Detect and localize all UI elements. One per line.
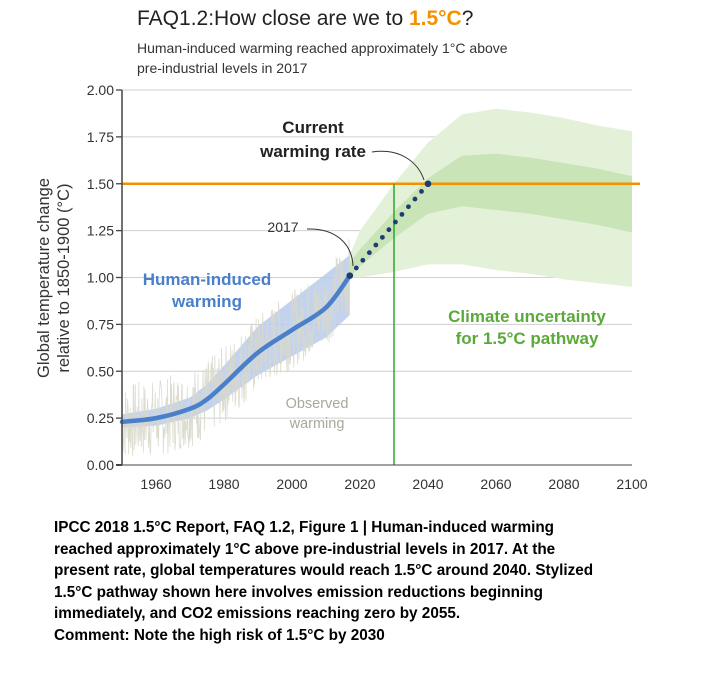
y-tick-label-3: 0.75	[87, 316, 114, 332]
annotation-observed-line-2: warming	[289, 416, 345, 432]
x-tick-label-5: 2060	[480, 476, 511, 492]
annotation-2017: 2017	[267, 219, 298, 235]
current-rate-dot-1	[353, 265, 359, 271]
current-rate-dot-0	[346, 272, 354, 279]
human-induced-band	[122, 255, 350, 428]
annotation-human-line-2: warming	[171, 292, 242, 311]
lines-layer	[119, 180, 640, 465]
x-tick-label-6: 2080	[548, 476, 579, 492]
current-rate-dot-12	[424, 180, 432, 188]
chart-subtitle-line-1: Human-induced warming reached approximat…	[137, 40, 508, 56]
caption-line-1: IPCC 2018 1.5°C Report, FAQ 1.2, Figure …	[54, 519, 555, 536]
chart: FAQ1.2:How close are we to 1.5°C? Human-…	[35, 7, 648, 492]
y-tick-label-4: 1.00	[87, 270, 114, 286]
chart-subtitle-line-2: pre-industrial levels in 2017	[137, 60, 308, 76]
current-rate-dot-9	[406, 204, 411, 210]
caption-line-3: present rate, global temperatures would …	[54, 562, 594, 579]
x-tick-label-2: 2000	[276, 476, 307, 492]
y-tick-label-2: 0.50	[87, 363, 114, 379]
caption-line-4: 1.5°C pathway shown here involves emissi…	[54, 583, 543, 601]
y-axis-label-line-1: Global temperature change	[35, 178, 53, 378]
annotation-2017-pointer	[306, 228, 354, 267]
y-tick-label-0: 0.00	[87, 457, 114, 473]
current-rate-dot-6	[386, 227, 392, 233]
current-rate-dot-10	[412, 196, 418, 202]
x-tick-label-7: 2100	[616, 476, 647, 492]
annotation-current-line-2: warming rate	[259, 142, 366, 161]
bands-layer	[122, 108, 632, 428]
current-rate-dot-4	[373, 242, 379, 248]
observed-warming-line	[121, 239, 350, 457]
caption-line-2: reached approximately 1°C above pre-indu…	[54, 540, 556, 558]
annotation-observed-line-1: Observed	[286, 396, 349, 412]
current-rate-dot-8	[399, 211, 405, 217]
annotation-human-line-1: Human-induced	[143, 270, 271, 289]
caption-line-5: immediately, and CO2 emissions reaching …	[54, 605, 461, 622]
current-rate-dot-5	[379, 234, 385, 240]
x-tick-label-4: 2040	[412, 476, 443, 492]
current-rate-dot-7	[393, 219, 398, 225]
annotations-layer: Current warming rate 2017 Human-induced warm…	[143, 118, 607, 432]
caption-line-6: Comment: Note the high risk of 1.5°C by …	[54, 626, 385, 644]
y-axis-label-line-2: relative to 1850-1900 (°C)	[55, 183, 73, 372]
chart-title: FAQ1.2:How close are we to 1.5°C?	[137, 7, 473, 30]
annotation-current-pointer	[371, 150, 425, 181]
y-tick-label-5: 1.25	[87, 223, 114, 239]
current-rate-dot-3	[366, 250, 372, 256]
current-rate-dot-11	[419, 189, 424, 194]
human-induced-line	[119, 273, 353, 425]
title-highlight: 1.5°C	[409, 7, 462, 30]
axes: 0.00 0.25 0.50 0.75 1.00 1.25 1.50 1.75 2.00 1960…	[35, 82, 648, 492]
annotation-uncertainty-line-1: Climate uncertainty	[448, 307, 606, 326]
y-tick-label-6: 1.50	[87, 176, 114, 192]
y-tick-label-7: 1.75	[87, 129, 114, 145]
current-rate-dot-2	[360, 257, 366, 263]
x-tick-label-1: 1980	[208, 476, 239, 492]
y-tick-label-1: 0.25	[87, 410, 114, 426]
x-tick-label-3: 2020	[344, 476, 375, 492]
annotation-current-line-1: Current	[282, 118, 344, 137]
observed-warming-series	[121, 239, 350, 457]
y-tick-label-8: 2.00	[87, 82, 114, 98]
annotation-uncertainty-line-2: for 1.5°C pathway	[456, 329, 599, 348]
x-tick-label-0: 1960	[140, 476, 171, 492]
figure-caption: IPCC 2018 1.5°C Report, FAQ 1.2, Figure …	[54, 517, 719, 646]
